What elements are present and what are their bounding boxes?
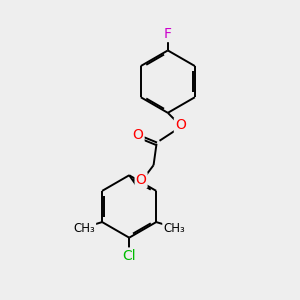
Text: F: F [164,27,172,41]
Text: O: O [133,128,143,142]
Text: O: O [136,173,146,187]
Text: CH₃: CH₃ [163,222,185,236]
Text: O: O [175,118,186,132]
Text: CH₃: CH₃ [74,222,95,236]
Text: Cl: Cl [122,248,136,262]
